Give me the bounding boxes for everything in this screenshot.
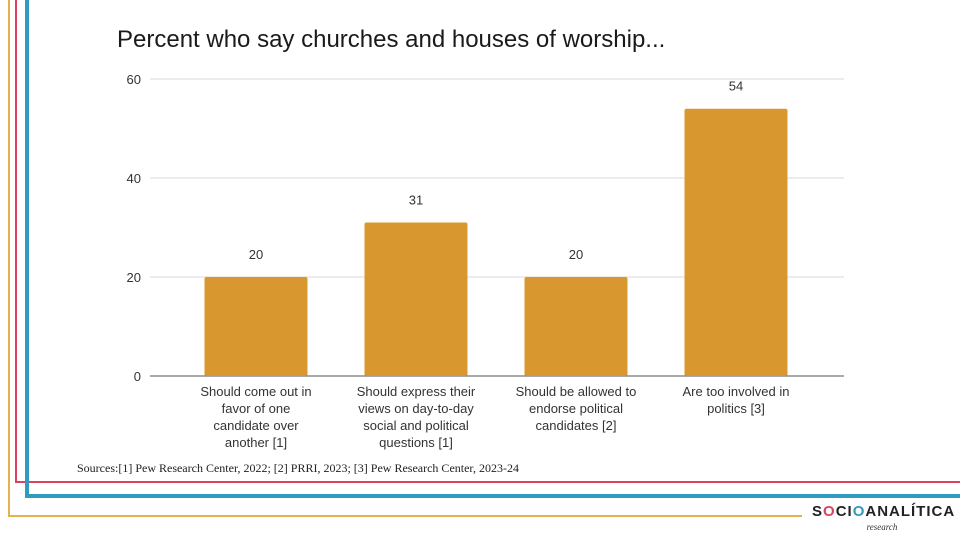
y-tick-label: 0 <box>134 369 141 384</box>
data-label: 20 <box>249 247 263 262</box>
bar <box>524 277 628 376</box>
chart-title: Percent who say churches and houses of w… <box>117 26 666 53</box>
x-tick-label: Should be allowed to endorse political can… <box>515 384 637 433</box>
red-frame-line-vertical <box>15 0 17 483</box>
bar <box>364 222 468 376</box>
data-label: 20 <box>569 247 583 262</box>
y-tick-label: 20 <box>127 270 141 285</box>
blue-frame-line-vertical <box>25 0 29 498</box>
data-label: 54 <box>729 79 743 94</box>
blue-frame-line-horizontal <box>25 494 960 498</box>
red-frame-line-horizontal <box>15 481 960 483</box>
y-tick-label: 40 <box>127 171 141 186</box>
gold-frame-line-vertical <box>8 0 10 517</box>
sources-footnote: Sources:[1] Pew Research Center, 2022; [… <box>77 461 519 475</box>
bar <box>204 277 308 376</box>
y-tick-label: 60 <box>127 72 141 87</box>
socioanalitica-logo: SOCIOANALÍTICA research <box>812 503 956 532</box>
x-tick-label: Should express their views on day-to-day s… <box>356 384 476 450</box>
logo-subtitle: research <box>866 522 898 532</box>
data-label: 31 <box>409 193 423 208</box>
bar <box>684 108 788 376</box>
logo-wordmark: SOCIOANALÍTICA <box>812 503 956 520</box>
x-tick-label: Should come out in favor of one candidate … <box>200 384 312 450</box>
x-tick-label: Are too involved in politics [3] <box>682 384 790 416</box>
gold-frame-line-horizontal <box>8 515 802 517</box>
